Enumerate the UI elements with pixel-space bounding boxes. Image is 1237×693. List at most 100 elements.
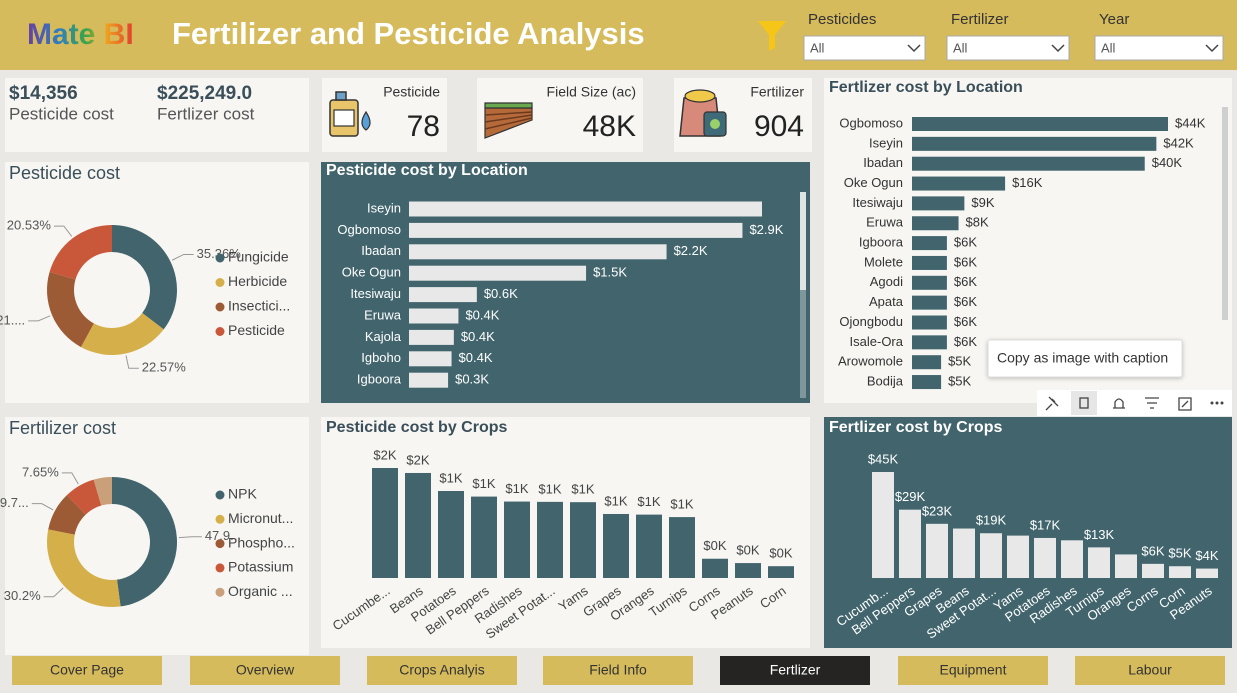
data-label: $42K (1163, 135, 1194, 150)
category-label: Bodija (867, 373, 904, 388)
data-label: 9.7... (0, 495, 29, 510)
category-label: Arowomole (838, 354, 903, 369)
alert-icon[interactable] (1113, 398, 1125, 409)
data-label: $1K (538, 481, 561, 496)
logo: Mate BI (27, 18, 134, 51)
bar (926, 523, 948, 578)
filter-dropdown[interactable] (803, 35, 926, 61)
category-label: Apata (869, 294, 904, 309)
legend-label: Fungicide (228, 249, 289, 265)
bar (912, 255, 947, 270)
legend-marker (215, 327, 225, 336)
bar (372, 468, 398, 578)
bar (1061, 540, 1083, 578)
legend-marker (215, 587, 225, 597)
bar (912, 156, 1145, 171)
data-label: $2.9K (749, 222, 783, 237)
focus-icon[interactable] (1178, 397, 1192, 411)
legend-marker (215, 490, 225, 500)
legend-label: Pesticide (228, 322, 285, 338)
data-label: $1K (604, 493, 627, 508)
data-label: $6K (954, 334, 977, 349)
bar (570, 502, 596, 578)
filter-button[interactable] (1145, 397, 1159, 409)
data-label: $4K (1195, 548, 1218, 563)
leader-line (43, 587, 64, 598)
nav-label[interactable]: Field Info (589, 662, 647, 678)
bar (899, 509, 921, 578)
nav-button[interactable] (898, 656, 1048, 685)
filter-value: All (1101, 40, 1116, 55)
scrollbar[interactable] (800, 192, 806, 398)
nav-button[interactable] (1075, 656, 1225, 685)
data-label: 47.9... (205, 528, 241, 543)
leader-line (31, 503, 54, 511)
category-label: Ojongbodu (839, 314, 903, 329)
more-icon[interactable] (1210, 401, 1224, 405)
legend-label: NPK (228, 486, 257, 502)
copy-icon[interactable] (1079, 397, 1089, 409)
data-label: $0.3K (455, 372, 489, 387)
nav-button[interactable] (12, 656, 162, 685)
legend-marker (215, 253, 225, 263)
visual-toolbar (1037, 390, 1232, 416)
scrollbar-thumb[interactable] (1222, 107, 1228, 320)
data-label: $0K (769, 546, 792, 561)
nav-label[interactable]: Cover Page (50, 662, 124, 678)
bar (912, 335, 947, 350)
data-label: $6K (1141, 543, 1164, 558)
nav-label[interactable]: Crops Analyis (399, 662, 485, 678)
filter-dropdown[interactable] (1094, 35, 1224, 61)
data-label: $1K (505, 481, 528, 496)
nav-label[interactable]: Fertlizer (770, 662, 821, 678)
nav-button[interactable] (190, 656, 340, 685)
tooltip-text: Copy as image with caption (997, 350, 1168, 366)
bar (409, 265, 587, 281)
summary-value: $14,356 (9, 83, 78, 104)
legend-marker (215, 563, 225, 573)
leader-line (125, 355, 139, 369)
bar (409, 308, 459, 324)
chart-title: Pesticide cost (9, 163, 120, 183)
chart-panel (321, 162, 810, 403)
summary-value: $225,249.0 (157, 83, 252, 104)
bar (912, 295, 947, 310)
data-label: $0.6K (484, 286, 518, 301)
summary-panel (5, 78, 309, 152)
nav-label[interactable]: Overview (236, 662, 295, 678)
bar (912, 196, 965, 211)
card-value: 48K (583, 110, 636, 143)
data-label: $44K (1175, 115, 1206, 130)
bar (669, 517, 695, 578)
data-label: 20.53% (7, 218, 52, 233)
category-label: Molete (864, 254, 903, 269)
nav-button[interactable] (367, 656, 517, 685)
bar (912, 176, 1006, 191)
bar (409, 287, 477, 303)
scrollbar-thumb[interactable] (800, 192, 806, 290)
data-label: $5K (948, 354, 971, 369)
data-label: 7.65% (22, 464, 59, 479)
bar (409, 244, 667, 260)
filter-dropdown[interactable] (946, 35, 1070, 61)
card-label: Fertilizer (750, 84, 804, 100)
nav-label[interactable]: Equipment (940, 662, 1007, 678)
data-label: $0.4K (461, 329, 495, 344)
data-label: $6K (954, 274, 977, 289)
bar (912, 117, 1168, 131)
nav-button[interactable] (543, 656, 693, 685)
toolbar-highlight (1071, 391, 1097, 415)
nav-label[interactable]: Labour (1128, 662, 1172, 678)
donut-segment (93, 477, 112, 506)
nav-button[interactable] (720, 656, 870, 685)
pin-icon[interactable] (1045, 396, 1059, 411)
dropdown-chevron (1051, 44, 1065, 53)
bar (912, 355, 942, 370)
bar (980, 533, 1002, 578)
data-label: $0K (703, 538, 726, 553)
data-label: $6K (954, 235, 977, 250)
chart-title: Fertilizer cost (9, 418, 116, 438)
pesticide-icon (329, 91, 371, 137)
data-label: $6K (954, 314, 977, 329)
category-label: Itesiwaju (852, 195, 903, 210)
